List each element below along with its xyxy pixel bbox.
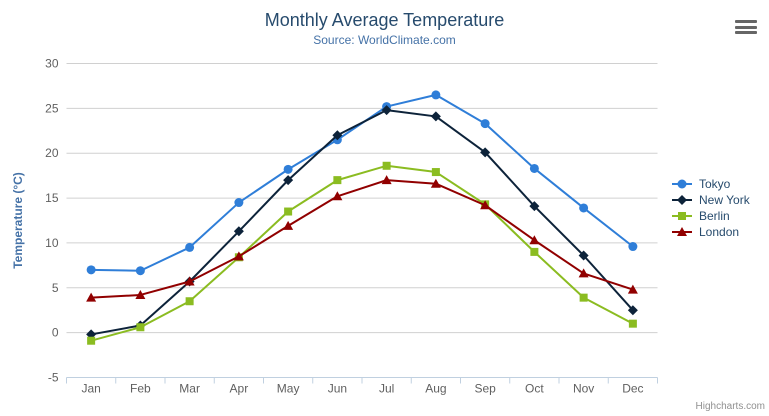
data-point-marker[interactable] <box>431 168 440 177</box>
y-axis-label: 15 <box>45 191 59 205</box>
data-point-marker[interactable] <box>332 130 343 141</box>
data-point-marker[interactable] <box>430 111 441 122</box>
legend-item-new-york[interactable]: New York <box>672 192 750 208</box>
x-axis-label: Jan <box>81 382 100 396</box>
data-point-marker[interactable] <box>233 226 244 237</box>
data-point-marker[interactable] <box>628 242 638 252</box>
london-marker-icon <box>672 227 692 236</box>
legend-label: London <box>699 225 740 239</box>
data-point-marker[interactable] <box>480 147 491 158</box>
series-tokyo[interactable] <box>86 90 638 276</box>
hamburger-icon <box>735 25 757 29</box>
legend-item-berlin[interactable]: Berlin <box>672 208 750 224</box>
data-point-marker[interactable] <box>382 161 391 170</box>
data-point-marker[interactable] <box>283 175 294 186</box>
data-point-marker[interactable] <box>233 251 244 261</box>
data-point-marker[interactable] <box>530 247 539 256</box>
data-point-marker[interactable] <box>480 119 490 129</box>
series-line <box>90 93 634 272</box>
data-point-marker[interactable] <box>579 293 588 302</box>
x-axis-label: Oct <box>525 382 544 396</box>
data-point-marker[interactable] <box>283 220 294 230</box>
berlin-marker-icon <box>672 212 692 220</box>
y-axis-label: 10 <box>45 236 59 250</box>
data-point-marker[interactable] <box>677 227 687 236</box>
y-axis-label: 0 <box>52 326 59 340</box>
x-axis-label: Mar <box>179 382 200 396</box>
tokyo-marker-icon <box>672 179 692 189</box>
data-point-marker[interactable] <box>86 292 97 302</box>
legend: Tokyo New York Berlin London <box>672 176 750 240</box>
x-axis-label: Jul <box>379 382 394 396</box>
data-point-marker[interactable] <box>135 289 146 299</box>
data-point-marker[interactable] <box>184 276 195 286</box>
legend-label: New York <box>699 193 750 207</box>
data-point-marker[interactable] <box>284 207 293 216</box>
y-axis-label: -5 <box>48 371 59 385</box>
data-point-marker[interactable] <box>185 297 194 306</box>
data-point-marker[interactable] <box>333 176 342 185</box>
x-axis-label: Sep <box>474 382 496 396</box>
series-new-york[interactable] <box>86 105 638 340</box>
x-axis-label: Feb <box>130 382 151 396</box>
x-axis-label: Aug <box>425 382 446 396</box>
data-point-marker[interactable] <box>381 175 392 185</box>
data-point-marker[interactable] <box>431 90 441 100</box>
new-york-marker-icon <box>672 195 692 205</box>
data-point-marker[interactable] <box>381 105 392 116</box>
data-point-marker[interactable] <box>627 284 638 294</box>
x-axis-label: Jun <box>328 382 347 396</box>
data-point-marker[interactable] <box>628 319 637 328</box>
legend-label: Berlin <box>699 209 730 223</box>
context-menu-button[interactable] <box>735 20 757 34</box>
data-point-marker[interactable] <box>579 203 589 213</box>
chart-subtitle: Source: WorldClimate.com <box>313 33 456 47</box>
y-axis-label: 25 <box>45 101 59 115</box>
data-point-marker[interactable] <box>677 179 687 189</box>
chart-title: Monthly Average Temperature <box>264 10 505 30</box>
data-point-marker[interactable] <box>480 200 491 210</box>
data-point-marker[interactable] <box>430 178 441 188</box>
highcharts-credit[interactable]: Highcharts.com <box>695 401 765 412</box>
series-line <box>90 179 634 299</box>
x-axis-label: Nov <box>573 382 594 396</box>
y-axis-label: 20 <box>45 146 59 160</box>
series-line <box>90 109 634 336</box>
data-point-marker[interactable] <box>627 305 638 316</box>
hamburger-icon <box>735 31 757 34</box>
series-line <box>90 164 634 342</box>
data-point-marker[interactable] <box>332 191 343 201</box>
y-axis-title: Temperature (°C) <box>11 172 25 269</box>
legend-item-london[interactable]: London <box>672 224 750 240</box>
x-axis-label: Dec <box>622 382 643 396</box>
x-axis-label: May <box>277 382 300 396</box>
data-point-marker[interactable] <box>678 212 686 220</box>
data-point-marker[interactable] <box>87 336 96 345</box>
series-london[interactable] <box>86 175 638 302</box>
data-point-marker[interactable] <box>578 250 589 261</box>
data-point-marker[interactable] <box>529 163 539 173</box>
data-point-marker[interactable] <box>135 266 145 276</box>
data-point-marker[interactable] <box>578 268 589 278</box>
data-point-marker[interactable] <box>677 195 687 205</box>
legend-item-tokyo[interactable]: Tokyo <box>672 176 750 192</box>
data-point-marker[interactable] <box>234 198 244 208</box>
data-point-marker[interactable] <box>86 265 96 275</box>
hamburger-icon <box>735 20 757 23</box>
x-axis-label: Apr <box>230 382 249 396</box>
data-point-marker[interactable] <box>529 201 540 212</box>
data-point-marker[interactable] <box>136 323 145 332</box>
legend-label: Tokyo <box>699 177 731 191</box>
y-axis-label: 5 <box>52 281 59 295</box>
data-point-marker[interactable] <box>185 242 195 252</box>
data-point-marker[interactable] <box>283 164 293 174</box>
y-axis-label: 30 <box>45 57 59 71</box>
data-point-marker[interactable] <box>529 235 540 245</box>
